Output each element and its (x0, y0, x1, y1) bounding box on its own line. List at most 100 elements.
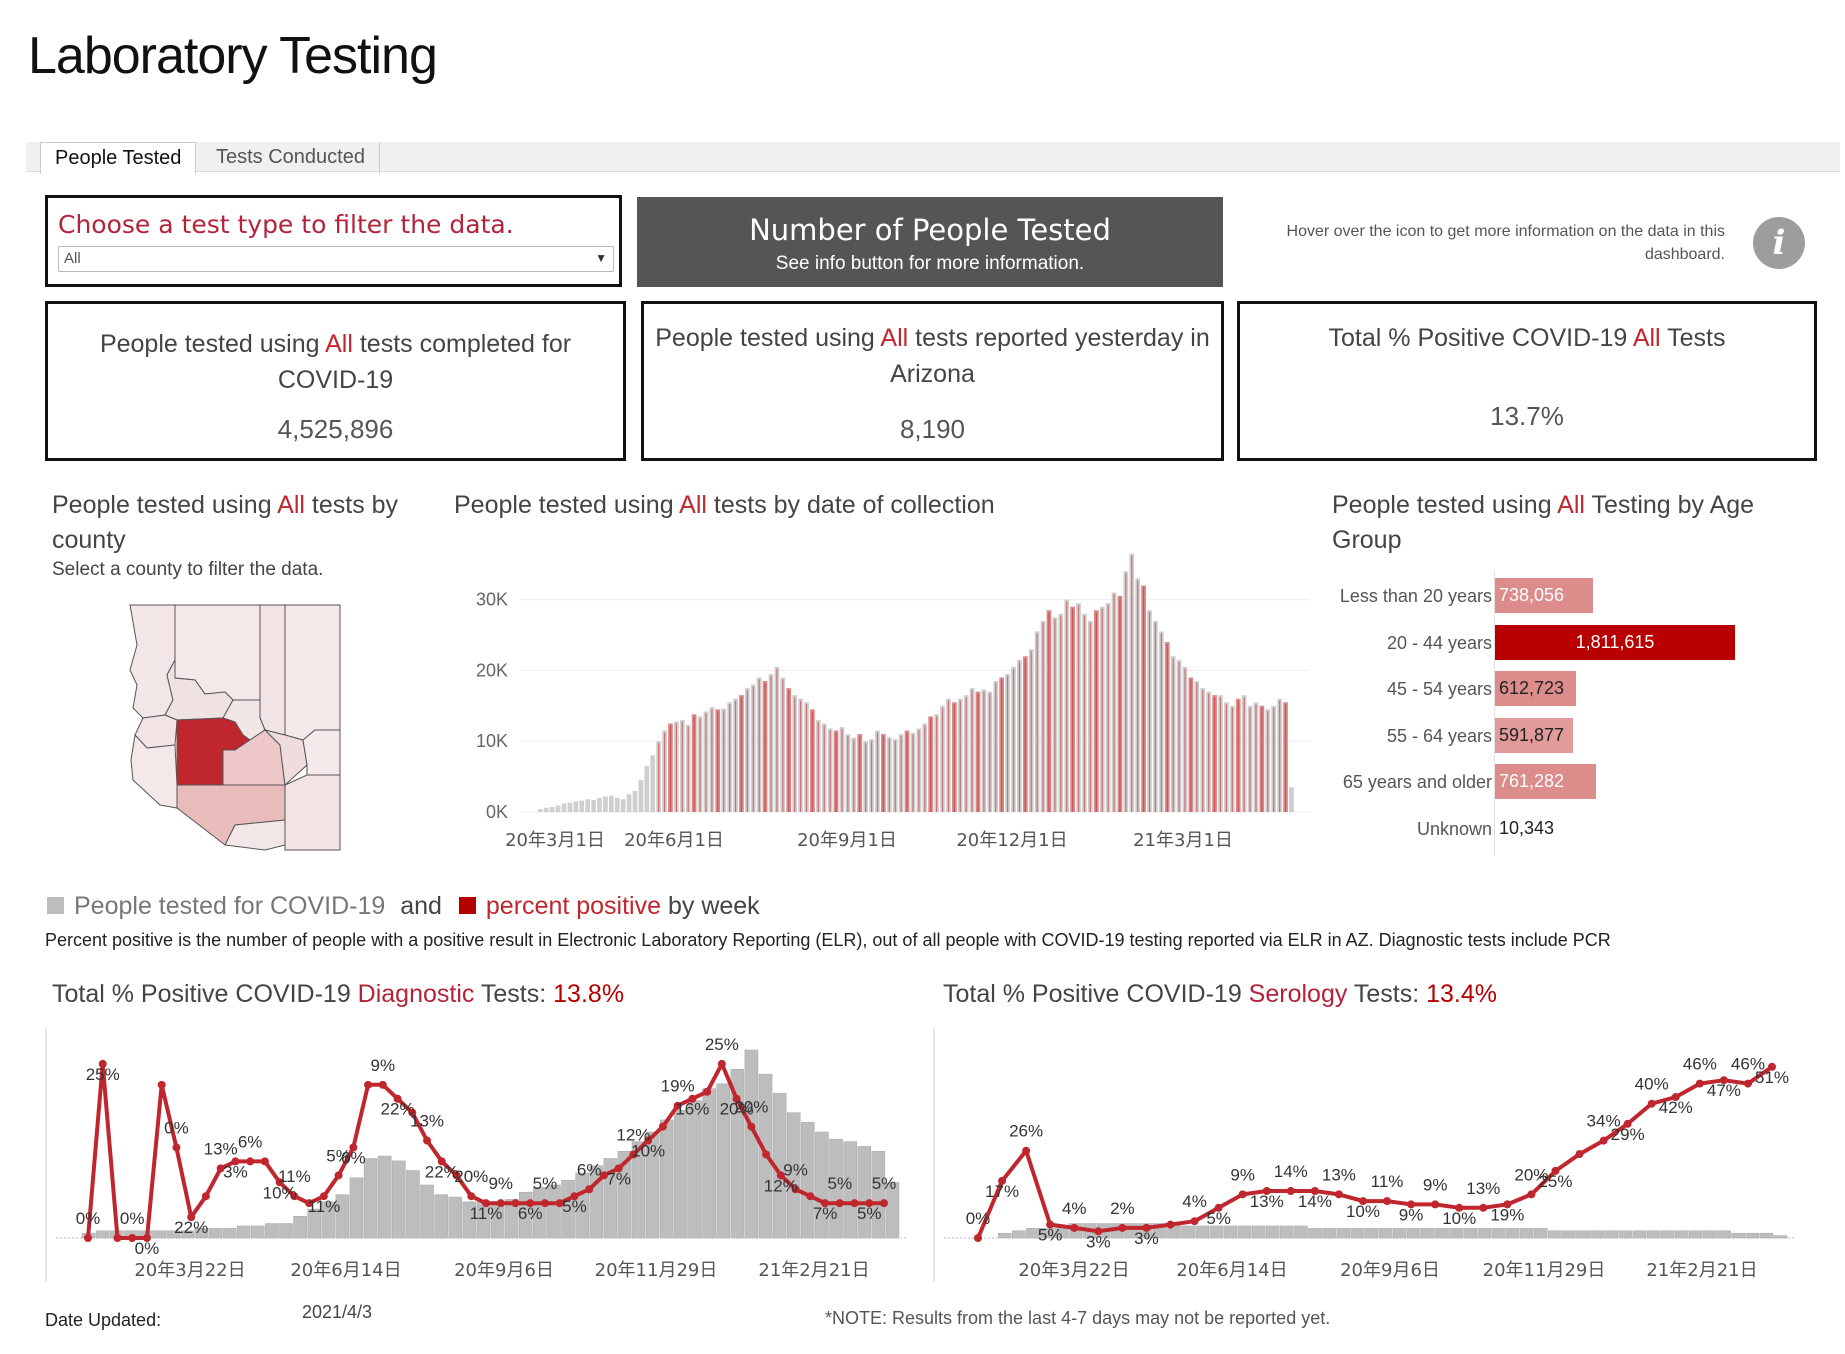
age-bar[interactable] (1495, 717, 1574, 753)
percent-positive-point[interactable] (1551, 1166, 1560, 1175)
percent-positive-point[interactable] (467, 1192, 476, 1201)
weekly-tests-bar[interactable] (1646, 1230, 1661, 1239)
weekly-tests-bar[interactable] (645, 1131, 660, 1239)
weekly-tests-bar[interactable] (1406, 1228, 1421, 1239)
weekly-tests-bar[interactable] (1689, 1230, 1703, 1239)
age-bar[interactable] (1495, 810, 1497, 846)
percent-positive-point[interactable] (1575, 1150, 1584, 1159)
percent-positive-point[interactable] (275, 1178, 284, 1187)
daily-bar[interactable] (650, 755, 656, 812)
percent-positive-point[interactable] (452, 1171, 461, 1180)
weekly-tests-bar[interactable] (321, 1201, 336, 1239)
weekly-tests-bar[interactable] (420, 1184, 434, 1239)
daily-bar[interactable] (549, 807, 555, 812)
weekly-tests-bar[interactable] (265, 1223, 279, 1239)
test-type-select[interactable]: All ▼ (58, 246, 614, 272)
percent-positive-point[interactable] (511, 1199, 520, 1208)
weekly-tests-bar[interactable] (1435, 1228, 1449, 1239)
info-icon[interactable]: i (1753, 217, 1805, 269)
weekly-tests-bar[interactable] (1618, 1230, 1633, 1239)
percent-positive-point[interactable] (1479, 1203, 1488, 1212)
weekly-tests-bar[interactable] (1012, 1230, 1026, 1239)
weekly-tests-bar[interactable] (885, 1182, 900, 1239)
weekly-tests-bar[interactable] (1223, 1225, 1238, 1239)
daily-bar[interactable] (585, 799, 591, 812)
percent-positive-point[interactable] (585, 1185, 594, 1194)
weekly-tests-bar[interactable] (815, 1131, 829, 1239)
percent-positive-point[interactable] (1046, 1220, 1055, 1229)
weekly-tests-bar[interactable] (1421, 1228, 1435, 1239)
weekly-tests-bar[interactable] (208, 1228, 223, 1239)
percent-positive-point[interactable] (98, 1059, 107, 1068)
daily-bar[interactable] (555, 805, 561, 812)
weekly-tests-bar[interactable] (1731, 1232, 1745, 1239)
weekly-tests-bar[interactable] (716, 1083, 731, 1239)
weekly-tests-bar[interactable] (1547, 1230, 1562, 1239)
percent-positive-point[interactable] (1407, 1200, 1416, 1209)
percent-positive-point[interactable] (1214, 1203, 1223, 1212)
weekly-tests-bar[interactable] (1364, 1228, 1379, 1239)
weekly-tests-bar[interactable] (1745, 1232, 1760, 1239)
percent-positive-point[interactable] (334, 1171, 343, 1180)
weekly-tests-bar[interactable] (1350, 1228, 1365, 1239)
daily-bar[interactable] (538, 809, 543, 812)
percent-positive-point[interactable] (260, 1157, 269, 1166)
weekly-tests-bar[interactable] (363, 1158, 378, 1239)
percent-positive-point[interactable] (157, 1080, 166, 1089)
daily-bar[interactable] (620, 799, 626, 812)
percent-positive-point[interactable] (1599, 1136, 1608, 1145)
weekly-tests-bar[interactable] (857, 1146, 872, 1239)
weekly-tests-bar[interactable] (603, 1158, 618, 1239)
weekly-tests-bar[interactable] (688, 1100, 702, 1239)
percent-positive-point[interactable] (747, 1122, 756, 1131)
daily-bar[interactable] (1289, 787, 1294, 812)
percent-positive-point[interactable] (974, 1234, 982, 1242)
percent-positive-point[interactable] (1671, 1093, 1680, 1101)
daily-bar[interactable] (573, 801, 579, 812)
weekly-tests-bar[interactable] (152, 1230, 166, 1239)
percent-positive-point[interactable] (732, 1094, 741, 1103)
weekly-tests-bar[interactable] (1604, 1230, 1619, 1239)
daily-bar[interactable] (591, 799, 596, 812)
daily-bar[interactable] (638, 780, 644, 812)
percent-positive-point[interactable] (496, 1199, 505, 1208)
weekly-tests-bar[interactable] (1562, 1230, 1576, 1239)
percent-positive-point[interactable] (998, 1176, 1007, 1185)
percent-positive-point[interactable] (526, 1199, 535, 1208)
percent-positive-point[interactable] (658, 1122, 667, 1131)
weekly-tests-bar[interactable] (674, 1110, 688, 1239)
weekly-tests-bar[interactable] (293, 1216, 307, 1239)
weekly-tests-bar[interactable] (250, 1225, 265, 1239)
percent-positive-point[interactable] (821, 1199, 830, 1208)
county-greenlee[interactable] (302, 729, 341, 776)
percent-positive-point[interactable] (423, 1136, 432, 1145)
percent-positive-point[interactable] (364, 1080, 373, 1089)
county-santa-cruz[interactable] (224, 819, 286, 851)
weekly-tests-bar[interactable] (236, 1225, 251, 1239)
county-mohave[interactable] (129, 604, 176, 719)
percent-positive-point[interactable] (201, 1192, 210, 1201)
daily-bar[interactable] (632, 790, 638, 812)
percent-positive-point[interactable] (84, 1234, 92, 1242)
percent-positive-point[interactable] (393, 1094, 402, 1103)
percent-positive-point[interactable] (717, 1059, 726, 1068)
weekly-tests-bar[interactable] (1717, 1230, 1731, 1239)
weekly-tests-bar[interactable] (377, 1155, 392, 1239)
percent-positive-point[interactable] (570, 1192, 579, 1201)
percent-positive-point[interactable] (1190, 1217, 1199, 1226)
weekly-tests-bar[interactable] (1237, 1225, 1252, 1239)
weekly-tests-bar[interactable] (180, 1230, 195, 1239)
daily-bar[interactable] (626, 794, 632, 812)
weekly-tests-bar[interactable] (1322, 1228, 1336, 1239)
percent-positive-point[interactable] (1503, 1200, 1512, 1209)
tab-tests-conducted[interactable]: Tests Conducted (202, 142, 380, 174)
daily-bar[interactable] (608, 795, 614, 812)
age-bar[interactable] (1495, 624, 1735, 660)
percent-positive-point[interactable] (688, 1094, 697, 1103)
percent-positive-point[interactable] (1070, 1223, 1079, 1232)
percent-positive-point[interactable] (599, 1171, 608, 1180)
percent-positive-point[interactable] (1310, 1187, 1319, 1195)
daily-bar[interactable] (567, 802, 573, 812)
weekly-tests-bar[interactable] (1674, 1230, 1689, 1239)
percent-positive-point[interactable] (776, 1171, 785, 1180)
